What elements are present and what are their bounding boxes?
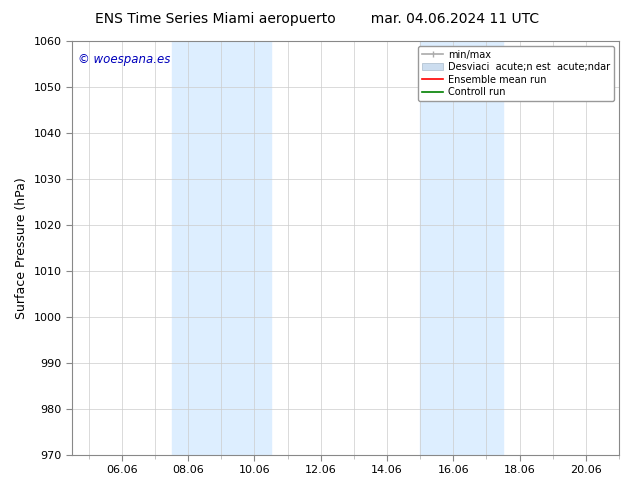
Text: ENS Time Series Miami aeropuerto        mar. 04.06.2024 11 UTC: ENS Time Series Miami aeropuerto mar. 04… (95, 12, 539, 26)
Bar (172, 41, 221, 455)
Bar (221, 41, 271, 455)
Bar (420, 41, 453, 455)
Y-axis label: Surface Pressure (hPa): Surface Pressure (hPa) (15, 177, 28, 318)
Bar (453, 41, 503, 455)
Text: © woespana.es: © woespana.es (77, 53, 170, 67)
Legend: min/max, Desviaci  acute;n est  acute;ndar, Ensemble mean run, Controll run: min/max, Desviaci acute;n est acute;ndar… (418, 46, 614, 101)
